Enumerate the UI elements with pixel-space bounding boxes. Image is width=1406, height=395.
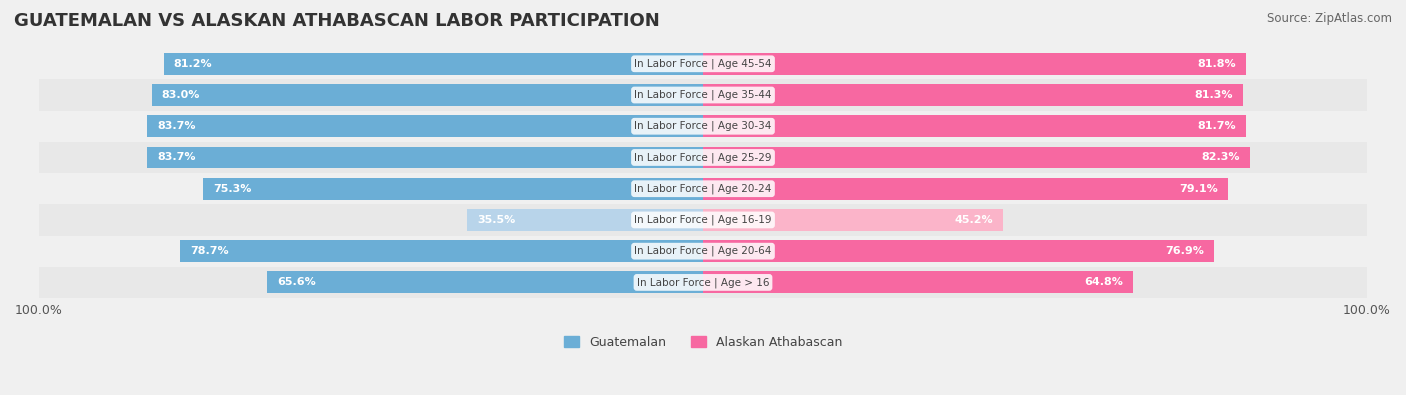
- Text: 83.7%: 83.7%: [157, 152, 195, 162]
- Bar: [703, 240, 1213, 262]
- Text: 35.5%: 35.5%: [477, 215, 516, 225]
- Text: GUATEMALAN VS ALASKAN ATHABASCAN LABOR PARTICIPATION: GUATEMALAN VS ALASKAN ATHABASCAN LABOR P…: [14, 12, 659, 30]
- Bar: [39, 111, 1367, 142]
- Text: 83.0%: 83.0%: [162, 90, 200, 100]
- Bar: [152, 84, 703, 106]
- Text: In Labor Force | Age 30-34: In Labor Force | Age 30-34: [634, 121, 772, 132]
- Bar: [39, 204, 1367, 235]
- Text: 81.3%: 81.3%: [1195, 90, 1233, 100]
- Text: 83.7%: 83.7%: [157, 121, 195, 131]
- Bar: [148, 147, 703, 168]
- Text: In Labor Force | Age 20-24: In Labor Force | Age 20-24: [634, 183, 772, 194]
- Text: 65.6%: 65.6%: [277, 277, 316, 288]
- Bar: [467, 209, 703, 231]
- Bar: [180, 240, 703, 262]
- Text: Source: ZipAtlas.com: Source: ZipAtlas.com: [1267, 12, 1392, 25]
- Text: 78.7%: 78.7%: [190, 246, 229, 256]
- Bar: [39, 267, 1367, 298]
- Bar: [703, 178, 1229, 199]
- Bar: [163, 53, 703, 75]
- Bar: [39, 48, 1367, 79]
- Bar: [703, 53, 1246, 75]
- Bar: [703, 209, 1002, 231]
- Text: In Labor Force | Age 35-44: In Labor Force | Age 35-44: [634, 90, 772, 100]
- Text: 81.2%: 81.2%: [174, 59, 212, 69]
- Bar: [703, 147, 1250, 168]
- Text: 64.8%: 64.8%: [1084, 277, 1123, 288]
- Text: In Labor Force | Age > 16: In Labor Force | Age > 16: [637, 277, 769, 288]
- Bar: [39, 235, 1367, 267]
- Text: In Labor Force | Age 20-64: In Labor Force | Age 20-64: [634, 246, 772, 256]
- Bar: [39, 173, 1367, 204]
- Text: 81.8%: 81.8%: [1198, 59, 1236, 69]
- Bar: [39, 79, 1367, 111]
- Text: 82.3%: 82.3%: [1201, 152, 1240, 162]
- Legend: Guatemalan, Alaskan Athabascan: Guatemalan, Alaskan Athabascan: [564, 336, 842, 349]
- Text: In Labor Force | Age 16-19: In Labor Force | Age 16-19: [634, 215, 772, 225]
- Bar: [703, 115, 1246, 137]
- Bar: [202, 178, 703, 199]
- Bar: [703, 84, 1243, 106]
- Text: 79.1%: 79.1%: [1180, 184, 1219, 194]
- Text: 76.9%: 76.9%: [1164, 246, 1204, 256]
- Text: 75.3%: 75.3%: [212, 184, 252, 194]
- Text: In Labor Force | Age 45-54: In Labor Force | Age 45-54: [634, 58, 772, 69]
- Bar: [148, 115, 703, 137]
- Text: 45.2%: 45.2%: [955, 215, 993, 225]
- Bar: [703, 271, 1133, 293]
- Text: In Labor Force | Age 25-29: In Labor Force | Age 25-29: [634, 152, 772, 163]
- Text: 81.7%: 81.7%: [1197, 121, 1236, 131]
- Bar: [267, 271, 703, 293]
- Bar: [39, 142, 1367, 173]
